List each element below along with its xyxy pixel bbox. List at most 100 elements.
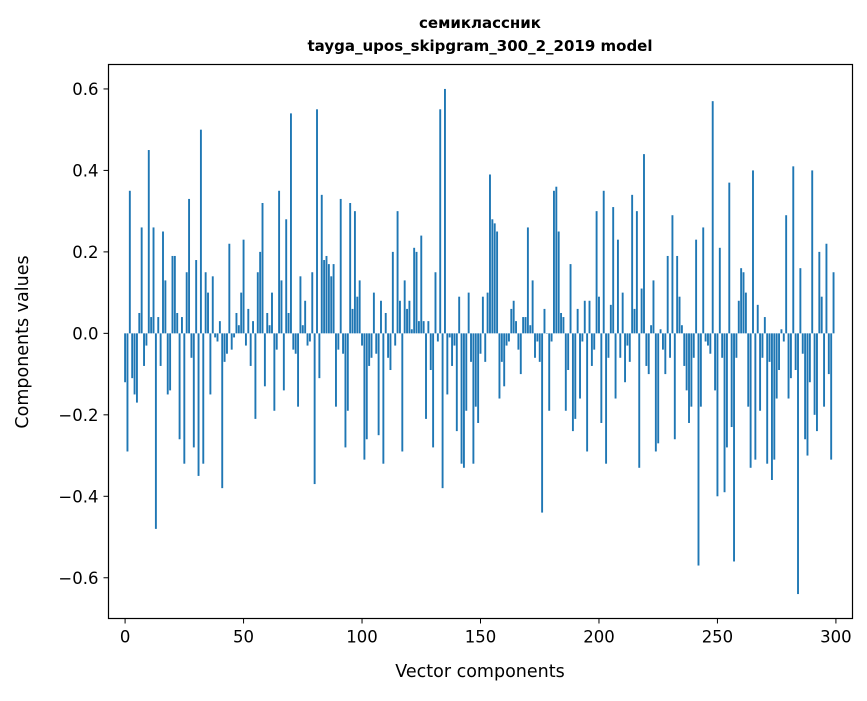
bar-118	[404, 280, 406, 333]
bar-99	[359, 280, 361, 333]
bar-181	[553, 191, 555, 334]
bar-245	[705, 333, 707, 341]
bar-219	[643, 154, 645, 333]
bar-206	[612, 207, 614, 333]
bar-37	[212, 276, 214, 333]
bar-56	[257, 272, 259, 333]
bar-12	[153, 227, 155, 333]
bar-67	[283, 333, 285, 390]
bar-192	[579, 333, 581, 398]
bar-7	[141, 227, 143, 333]
bar-238	[688, 333, 690, 423]
bar-9	[145, 333, 147, 345]
bar-171	[529, 325, 531, 333]
bar-32	[200, 130, 202, 334]
bar-224	[655, 333, 657, 451]
bar-213	[629, 333, 631, 362]
bar-273	[771, 333, 773, 480]
bar-0	[124, 333, 126, 382]
bar-298	[830, 333, 832, 459]
bar-195	[586, 333, 588, 451]
bar-15	[160, 333, 162, 366]
y-tick-label: −0.6	[58, 569, 98, 588]
bar-119	[406, 309, 408, 333]
bar-102	[366, 333, 368, 439]
bar-74	[299, 276, 301, 333]
bar-275	[776, 333, 778, 398]
bar-293	[818, 252, 820, 333]
bar-61	[269, 325, 271, 333]
bar-29	[193, 333, 195, 447]
bar-173	[534, 333, 536, 357]
x-tick-label: 300	[820, 628, 852, 647]
bar-50	[243, 240, 245, 334]
bar-44	[228, 244, 230, 334]
bar-212	[626, 333, 628, 345]
bar-232	[674, 333, 676, 439]
bar-230	[669, 333, 671, 357]
bar-146	[470, 333, 472, 362]
bar-235	[681, 325, 683, 333]
bar-8	[143, 333, 145, 366]
bar-216	[636, 211, 638, 333]
x-axis-label: Vector components	[395, 662, 564, 682]
bar-53	[250, 333, 252, 366]
bar-143	[463, 333, 465, 467]
bar-289	[809, 333, 811, 382]
bar-126	[423, 321, 425, 333]
bar-248	[712, 101, 714, 333]
bar-204	[608, 333, 610, 357]
bar-122	[413, 248, 415, 334]
bar-16	[162, 232, 164, 334]
bar-64	[276, 333, 278, 349]
bar-23	[179, 333, 181, 439]
bar-68	[285, 219, 287, 333]
bar-250	[716, 333, 718, 496]
bar-25	[183, 333, 185, 463]
bar-265	[752, 170, 754, 333]
bar-175	[539, 333, 541, 362]
bar-153	[487, 293, 489, 334]
bar-28	[190, 333, 192, 357]
y-tick-label: −0.4	[58, 487, 98, 506]
bar-116	[399, 301, 401, 334]
bar-115	[397, 211, 399, 333]
bar-247	[709, 333, 711, 353]
bar-66	[281, 280, 283, 333]
bar-77	[307, 333, 309, 345]
bar-87	[330, 276, 332, 333]
bar-244	[702, 227, 704, 333]
bar-191	[577, 309, 579, 333]
bar-63	[273, 333, 275, 410]
bar-135	[444, 89, 446, 333]
bar-197	[591, 333, 593, 366]
bar-166	[517, 333, 519, 349]
bar-260	[740, 268, 742, 333]
bar-165	[515, 321, 517, 333]
bar-109	[382, 333, 384, 463]
bar-20	[172, 256, 174, 333]
bar-158	[499, 333, 501, 398]
bar-132	[437, 333, 439, 341]
bar-95	[349, 203, 351, 333]
bar-267	[757, 305, 759, 334]
bar-214	[631, 195, 633, 334]
bar-160	[503, 333, 505, 386]
bar-48	[238, 325, 240, 333]
bar-33	[202, 333, 204, 463]
bar-182	[555, 187, 557, 334]
bar-202	[603, 191, 605, 334]
bar-31	[198, 333, 200, 476]
bar-176	[541, 333, 543, 512]
x-tick-label: 200	[583, 628, 615, 647]
bar-231	[671, 215, 673, 333]
bar-189	[572, 333, 574, 431]
bar-154	[489, 174, 491, 333]
bar-295	[823, 333, 825, 406]
bar-35	[207, 293, 209, 334]
y-tick-label: 0.6	[72, 80, 98, 99]
bar-226	[660, 329, 662, 333]
bar-256	[731, 333, 733, 427]
bar-246	[707, 333, 709, 345]
bar-236	[683, 333, 685, 366]
